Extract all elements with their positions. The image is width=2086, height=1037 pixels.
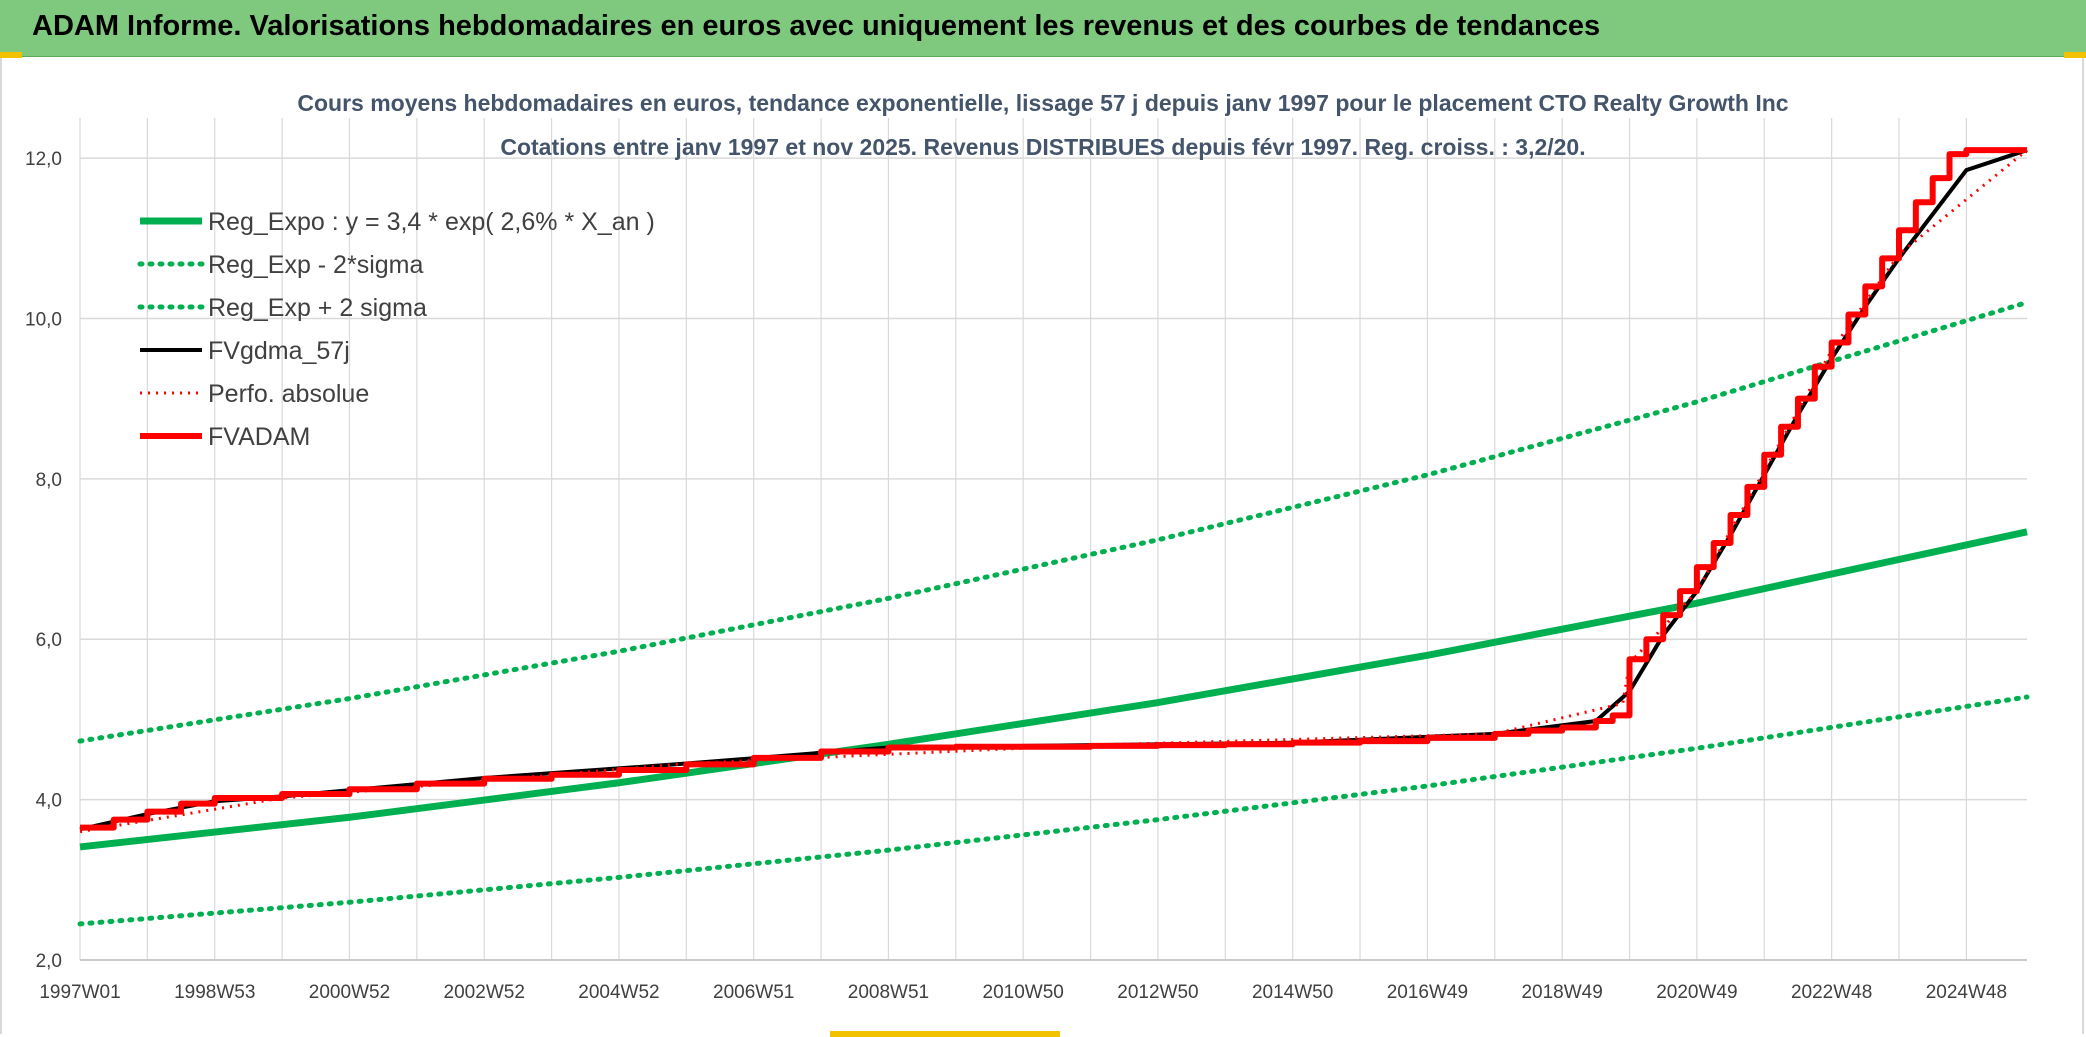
x-tick-label: 2016W49 bbox=[1387, 982, 1468, 1003]
y-tick-label: 10,0 bbox=[25, 309, 62, 330]
x-tick-label: 2020W49 bbox=[1656, 982, 1737, 1003]
y-tick-label: 2,0 bbox=[36, 951, 62, 972]
x-tick-label: 2008W51 bbox=[848, 982, 929, 1003]
x-tick-label: 2006W51 bbox=[713, 982, 794, 1003]
x-tick-label: 1998W53 bbox=[174, 982, 255, 1003]
x-tick-label: 1997W01 bbox=[39, 982, 120, 1003]
x-tick-label: 2002W52 bbox=[444, 982, 525, 1003]
bottom-accent bbox=[830, 1031, 1060, 1037]
y-tick-label: 4,0 bbox=[36, 791, 62, 812]
chart-title-line-1: Cours moyens hebdomadaires en euros, ten… bbox=[297, 90, 1788, 116]
chart-title-line-2: Cotations entre janv 1997 et nov 2025. R… bbox=[500, 134, 1585, 160]
x-tick-label: 2000W52 bbox=[309, 982, 390, 1003]
x-tick-label: 2018W49 bbox=[1521, 982, 1602, 1003]
legend-label-3: FVgdma_57j bbox=[208, 337, 350, 365]
series-line-1 bbox=[77, 694, 2030, 927]
y-tick-label: 12,0 bbox=[25, 149, 62, 170]
series-group bbox=[77, 147, 2030, 927]
legend-label-0: Reg_Expo : y = 3,4 * exp( 2,6% * X_an ) bbox=[208, 208, 655, 236]
series-line-2 bbox=[77, 299, 2030, 744]
series-line-5 bbox=[80, 147, 2027, 831]
x-tick-label: 2024W48 bbox=[1926, 982, 2007, 1003]
report-banner: ADAM Informe. Valorisations hebdomadaire… bbox=[0, 0, 2086, 57]
x-axis: 1997W01 1998W53 2000W52 2002W52 2004W52 2006W… bbox=[39, 982, 2007, 1003]
x-tick-label: 2014W50 bbox=[1252, 982, 1333, 1003]
report-title: ADAM Informe. Valorisations hebdomadaire… bbox=[32, 10, 1601, 42]
series-line-0 bbox=[79, 528, 2028, 851]
corner-mark-right bbox=[2064, 52, 2086, 58]
chart-frame bbox=[0, 58, 2084, 1034]
y-axis: 2,0 4,0 6,0 8,0 10,0 12,0 bbox=[25, 149, 62, 972]
grid bbox=[79, 118, 2027, 961]
corner-mark-left bbox=[0, 52, 22, 58]
legend-label-5: FVADAM bbox=[208, 423, 310, 451]
x-tick-label: 2022W48 bbox=[1791, 982, 1872, 1003]
legend-label-4: Perfo. absolue bbox=[208, 380, 369, 408]
y-tick-label: 6,0 bbox=[36, 630, 62, 651]
x-tick-label: 2004W52 bbox=[578, 982, 659, 1003]
x-tick-label: 2010W50 bbox=[983, 982, 1064, 1003]
legend-label-2: Reg_Exp + 2 sigma bbox=[208, 294, 427, 322]
x-tick-label: 2012W50 bbox=[1117, 982, 1198, 1003]
series-line-4 bbox=[79, 148, 2028, 834]
legend: Reg_Expo : y = 3,4 * exp( 2,6% * X_an ) R… bbox=[137, 208, 655, 451]
y-tick-label: 8,0 bbox=[36, 470, 62, 491]
legend-label-1: Reg_Exp - 2*sigma bbox=[208, 251, 423, 279]
